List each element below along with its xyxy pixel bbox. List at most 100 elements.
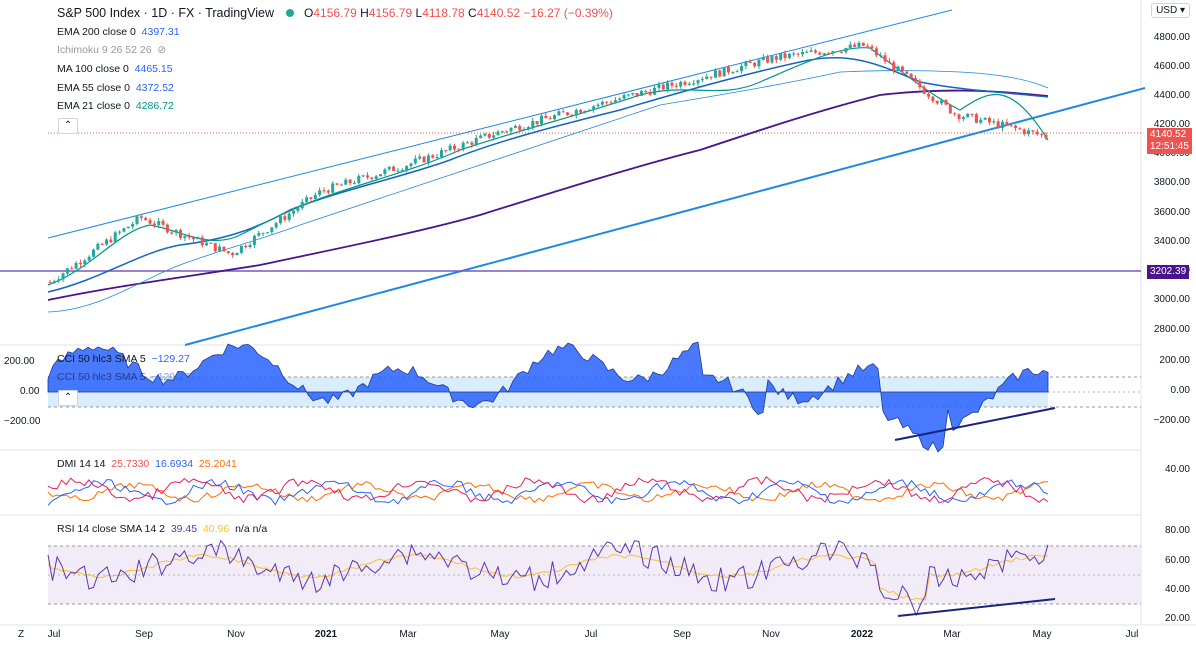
candle-body: [992, 121, 996, 123]
timezone-button[interactable]: Z: [18, 629, 25, 640]
candle-body: [222, 246, 226, 252]
candle-body: [740, 66, 744, 72]
candle-body: [422, 156, 426, 163]
candle-body: [705, 76, 709, 80]
candle-body: [987, 117, 991, 123]
candle-body: [239, 245, 243, 253]
symbol-header[interactable]: S&P 500 Index · 1D · FX · TradingView O41…: [57, 6, 613, 20]
candlesticks: [48, 40, 1048, 284]
candle-body: [900, 66, 904, 72]
collapse-cci-button[interactable]: ⌃: [58, 390, 78, 406]
candle-body: [922, 87, 926, 94]
legend-cci-duplicate: CCI 50 hlc3 SMA 5 −129.27: [57, 371, 190, 383]
candle-body: [496, 131, 500, 136]
rsi-divergence-line: [897, 598, 1056, 617]
candle-body: [626, 94, 630, 96]
candle-body: [192, 237, 196, 240]
candle-body: [122, 228, 126, 232]
price-axis-label: 3000.00: [1153, 294, 1190, 305]
candle-body: [100, 243, 104, 245]
cci-area: [47, 341, 1049, 453]
candle-body: [309, 197, 313, 199]
candle-body: [448, 145, 452, 151]
eye-off-icon[interactable]: ⊘: [157, 44, 167, 56]
candle-body: [679, 81, 683, 87]
candle-body: [592, 106, 596, 110]
hline-price-tag: 3202.39: [1147, 265, 1190, 279]
candle-body: [957, 114, 961, 120]
candle-body: [383, 169, 387, 175]
candle-body: [426, 155, 430, 163]
candle-body: [170, 232, 174, 234]
legend-dmi[interactable]: DMI 14 14 25.7330 16.6934 25.2041: [57, 458, 237, 470]
candle-body: [348, 179, 352, 184]
candle-body: [983, 117, 987, 120]
candle-body: [492, 135, 496, 138]
candle-body: [879, 55, 883, 57]
collapse-legend-button[interactable]: ⌃: [58, 118, 78, 134]
candle-body: [248, 244, 252, 248]
candle-body: [970, 113, 974, 115]
candle-body: [700, 79, 704, 81]
candle-body: [822, 53, 826, 55]
candle-body: [966, 113, 970, 118]
candle-body: [48, 282, 52, 283]
candle-body: [579, 110, 583, 113]
currency-selector[interactable]: USD ▾: [1151, 3, 1190, 18]
candle-body: [252, 235, 256, 245]
candle-body: [439, 150, 443, 158]
time-axis-label: Mar: [399, 629, 417, 640]
candle-body: [335, 183, 339, 185]
candle-body: [953, 113, 957, 115]
candle-body: [874, 48, 878, 56]
candle-body: [792, 53, 796, 55]
candle-body: [87, 256, 91, 261]
candle-body: [531, 121, 535, 128]
rsi-line: [47, 539, 1049, 617]
candle-body: [322, 190, 326, 192]
legend-ema21[interactable]: EMA 21 close 0 4286.72: [57, 100, 174, 112]
candle-body: [866, 45, 870, 47]
candle-body: [479, 135, 483, 139]
legend-ma100[interactable]: MA 100 close 0 4465.15: [57, 63, 173, 75]
time-axis-label: Nov: [227, 629, 245, 640]
legend-rsi[interactable]: RSI 14 close SMA 14 2 39.45 40.96 n/a n/…: [57, 523, 268, 535]
price-axis-label: 4800.00: [1153, 32, 1190, 43]
candle-body: [609, 102, 613, 104]
candle-body: [1040, 134, 1044, 136]
symbol-title[interactable]: S&P 500 Index · 1D · FX · TradingView: [57, 6, 275, 20]
candle-body: [279, 216, 283, 224]
legend-ichimoku[interactable]: Ichimoku 9 26 52 26 ⊘: [57, 44, 167, 56]
upper-channel-line: [47, 9, 953, 239]
candle-body: [96, 243, 100, 250]
legend-ema200[interactable]: EMA 200 close 0 4397.31: [57, 26, 180, 38]
price-axis-label: 2800.00: [1153, 324, 1190, 335]
candle-body: [570, 114, 574, 116]
candle-body: [452, 145, 456, 150]
candle-body: [265, 232, 269, 234]
candle-body: [483, 133, 487, 136]
candle-body: [1022, 129, 1026, 135]
candle-body: [870, 46, 874, 49]
price-axis-label: 4600.00: [1153, 61, 1190, 72]
candle-body: [287, 213, 291, 220]
candle-body: [635, 93, 639, 96]
legend-ema55[interactable]: EMA 55 close 0 4372.52: [57, 82, 174, 94]
candle-body: [661, 84, 665, 90]
candle-body: [735, 71, 739, 73]
candle-body: [200, 237, 204, 246]
candle-body: [600, 101, 604, 105]
dmi-axis-40: 40.00: [1164, 464, 1190, 475]
legend-cci[interactable]: CCI 50 hlc3 SMA 5 −129.27: [57, 353, 190, 365]
candle-body: [283, 216, 287, 220]
candle-body: [165, 224, 169, 233]
time-axis-label: Jul: [47, 629, 61, 640]
candle-body: [296, 208, 300, 211]
candle-body: [431, 155, 435, 158]
candle-body: [300, 202, 304, 209]
candle-body: [379, 174, 383, 177]
candle-body: [174, 229, 178, 233]
candle-body: [857, 42, 861, 47]
candle-body: [435, 157, 439, 159]
